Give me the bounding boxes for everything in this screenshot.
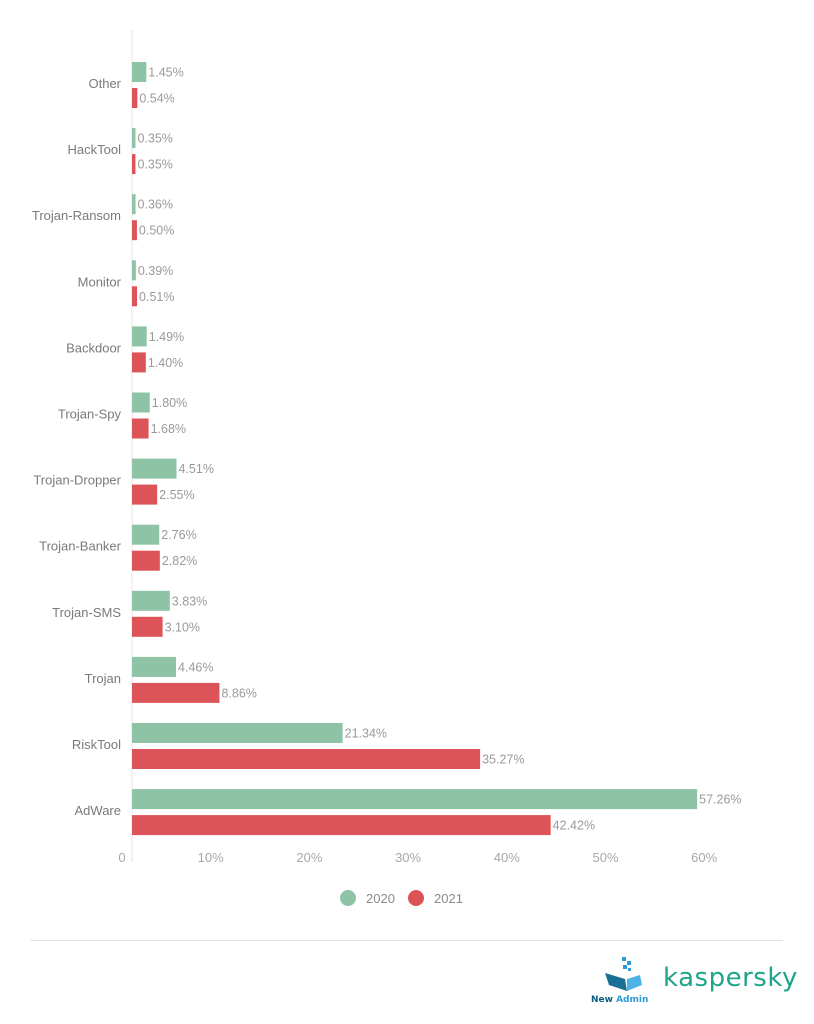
category-label: Trojan (85, 671, 121, 686)
new-admin-logo-text: New Admin (591, 995, 649, 1005)
bar-2021 (132, 749, 481, 769)
category-label: Trojan-Ransom (32, 208, 121, 223)
data-label-2021: 0.54% (139, 92, 174, 106)
data-label-2020: 1.80% (152, 396, 187, 410)
category-label: RiskTool (72, 737, 121, 752)
legend-marker-2021 (408, 890, 424, 906)
logos: New Admin kaspersky (590, 955, 797, 1015)
x-tick-label: 20% (296, 850, 322, 865)
bar-2021 (132, 815, 551, 836)
bar-2020 (132, 656, 177, 677)
new-admin-logo (605, 957, 642, 991)
data-label-2020: 21.34% (345, 727, 387, 741)
data-label-2020: 2.76% (161, 528, 196, 542)
data-label-2021: 1.68% (151, 422, 186, 436)
bar-2020 (132, 524, 160, 545)
data-label-2021: 1.40% (148, 356, 183, 370)
bar-2020 (132, 458, 177, 479)
data-label-2021: 3.10% (165, 620, 200, 634)
bar-2020 (132, 392, 150, 413)
data-label-2021: 8.86% (221, 686, 256, 700)
bar-2020 (132, 723, 343, 743)
legend-label-2021: 2021 (434, 891, 463, 906)
footer-divider (30, 940, 783, 941)
x-tick-label: 10% (198, 850, 224, 865)
bar-2021 (132, 550, 160, 571)
data-label-2020: 4.51% (179, 462, 214, 476)
category-label: Backdoor (66, 340, 122, 355)
kaspersky-logo: kaspersky (663, 963, 798, 993)
bar-2021 (132, 220, 137, 241)
bar-2021 (132, 286, 138, 307)
data-label-2021: 2.55% (159, 488, 194, 502)
category-label: Trojan-SMS (52, 605, 121, 620)
bar-2020 (132, 194, 136, 215)
bar-2020 (132, 789, 698, 810)
data-label-2021: 0.51% (139, 290, 174, 304)
data-label-2021: 35.27% (482, 753, 524, 767)
category-label: Trojan-Banker (39, 539, 122, 554)
data-label-2021: 0.35% (137, 158, 172, 172)
bar-2021 (132, 484, 158, 505)
data-label-2020: 1.49% (149, 330, 184, 344)
x-tick-label: 0 (118, 850, 125, 865)
x-tick-label: 50% (592, 850, 618, 865)
data-label-2020: 0.39% (138, 264, 173, 278)
bar-chart: Other 1.45% 0.54% HackTool 0.35% 0.35% Trojan-… (32, 30, 742, 906)
bar-2020 (132, 260, 136, 281)
bar-2020 (132, 590, 170, 611)
legend-marker-2020 (340, 890, 356, 906)
data-label-2020: 3.83% (172, 594, 207, 608)
data-label-2020: 4.46% (178, 660, 213, 674)
bar-2021 (132, 682, 220, 703)
x-tick-label: 40% (494, 850, 520, 865)
data-label-2020: 0.36% (138, 198, 173, 212)
bar-2021 (132, 154, 136, 175)
bar-2020 (132, 326, 147, 347)
data-label-2021: 42.42% (553, 819, 595, 833)
data-label-2021: 2.82% (162, 554, 197, 568)
legend-label-2020: 2020 (366, 891, 395, 906)
bar-2020 (132, 62, 147, 82)
x-tick-label: 60% (691, 850, 717, 865)
bar-2020 (132, 128, 136, 149)
x-tick-label: 30% (395, 850, 421, 865)
bar-2021 (132, 418, 149, 439)
category-label: Monitor (78, 274, 122, 289)
category-label: HackTool (68, 142, 122, 157)
bar-2021 (132, 616, 163, 637)
data-label-2021: 0.50% (139, 224, 174, 238)
bar-2021 (132, 352, 146, 373)
data-label-2020: 57.26% (699, 793, 741, 807)
category-label: AdWare (75, 803, 121, 818)
category-label: Trojan-Spy (58, 407, 122, 422)
data-label-2020: 1.45% (148, 66, 183, 80)
bar-2021 (132, 88, 138, 108)
category-label: Other (88, 76, 121, 91)
data-label-2020: 0.35% (137, 132, 172, 146)
category-label: Trojan-Dropper (33, 473, 121, 488)
